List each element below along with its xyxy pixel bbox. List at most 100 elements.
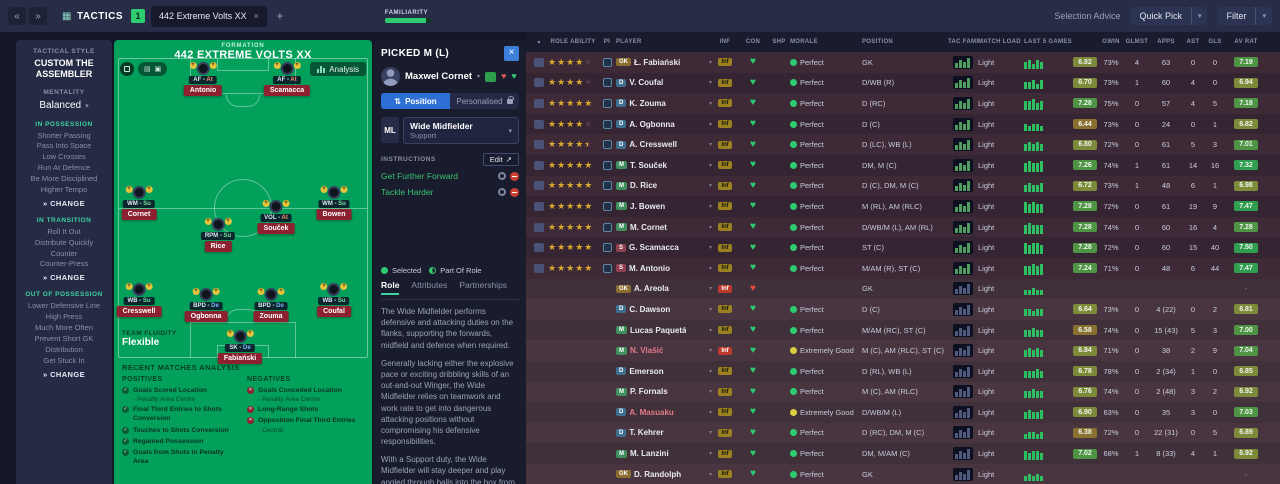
column-header[interactable]: PI — [603, 39, 611, 45]
chevron-down-icon[interactable]: ▾ — [708, 286, 712, 293]
filter-chevron-icon[interactable]: ▾ — [1255, 7, 1272, 25]
player-cell[interactable]: GK Ł. Fabiański ▾ — [616, 58, 712, 67]
info-badge[interactable]: Inf — [718, 58, 732, 67]
player-name[interactable]: D. Rice — [630, 181, 658, 191]
quick-pick-chevron-icon[interactable]: ▾ — [1190, 7, 1208, 25]
player-cell[interactable]: GK D. Randolph ▾ — [616, 470, 712, 479]
tab-tactics[interactable]: ▦ TACTICS — [62, 11, 123, 22]
swap-plus-icon[interactable]: + — [320, 283, 328, 290]
player-cell[interactable]: M Lucas Paquetá ▾ — [616, 326, 712, 335]
player-name[interactable]: T. Kehrer — [629, 428, 664, 438]
player-name[interactable]: J. Bowen — [630, 201, 666, 211]
table-row[interactable]: M P. Fornals ▾ Inf ♥ Perfect M (C), AM (RLC) Li… — [526, 381, 1280, 403]
pitch-player[interactable]: + + WB - Su Cresswell — [116, 283, 162, 317]
player-name[interactable]: M. Antonio — [629, 263, 671, 273]
info-badge[interactable]: Inf — [718, 202, 732, 211]
tab-attributes[interactable]: Attributes — [411, 280, 448, 290]
swap-plus-icon[interactable]: + — [189, 62, 197, 69]
edit-plus-icon[interactable]: + — [145, 283, 153, 290]
player-cell[interactable]: D Emerson ▾ — [616, 367, 712, 376]
kit-view-button[interactable] — [120, 62, 134, 76]
info-badge[interactable]: Inf — [718, 284, 732, 293]
player-cell[interactable]: D K. Zouma ▾ — [616, 99, 712, 108]
edit-plus-icon[interactable]: + — [209, 62, 217, 69]
pitch-player[interactable]: + + WM - Su Bowen — [316, 186, 352, 220]
remove-icon[interactable] — [510, 187, 519, 197]
player-cell[interactable]: M D. Rice ▾ — [616, 181, 712, 190]
player-cell[interactable]: M N. Vlašić ▾ — [616, 346, 712, 355]
player-name-pill[interactable]: Cornet — [121, 209, 157, 220]
pitch-player[interactable]: + + BPD - De Ogbonna — [184, 288, 228, 322]
chevron-down-icon[interactable]: ▾ — [708, 142, 712, 149]
info-badge[interactable]: Inf — [718, 305, 732, 314]
pitch-player[interactable]: + + SK - De Fabiański — [217, 330, 263, 364]
quick-pick-button[interactable]: Quick Pick ▾ — [1130, 7, 1208, 25]
chevron-down-icon[interactable]: ▾ — [708, 224, 712, 231]
swap-plus-icon[interactable]: + — [125, 186, 133, 193]
swap-plus-icon[interactable]: + — [204, 218, 212, 225]
edit-plus-icon[interactable]: + — [277, 288, 285, 295]
chevron-down-icon[interactable]: ▾ — [708, 100, 712, 107]
info-badge[interactable]: Inf — [718, 223, 732, 232]
column-header[interactable]: MORALE — [790, 39, 818, 45]
swap-plus-icon[interactable]: + — [257, 288, 265, 295]
edit-plus-icon[interactable]: + — [282, 200, 290, 207]
player-name-pill[interactable]: Scamacca — [263, 85, 311, 96]
edit-instructions-button[interactable]: Edit ↗ — [482, 153, 519, 166]
change-button[interactable]: » CHANGE — [43, 369, 85, 379]
chevron-down-icon[interactable]: ▾ — [708, 183, 712, 190]
chevron-down-icon[interactable]: ▾ — [708, 59, 712, 66]
column-header[interactable]: GWIN — [1102, 39, 1120, 45]
column-header[interactable]: GLS — [1208, 39, 1222, 45]
player-name[interactable]: M. Lanzini — [630, 449, 669, 459]
player-cell[interactable]: D C. Dawson ▾ — [616, 305, 712, 314]
chevron-down-icon[interactable]: ▾ — [708, 430, 712, 437]
column-header[interactable]: AST — [1186, 39, 1200, 45]
player-name-pill[interactable]: Cresswell — [116, 306, 162, 317]
column-header[interactable]: CON — [745, 39, 761, 45]
player-cell[interactable]: D A. Masuaku ▾ — [616, 408, 712, 417]
table-row[interactable]: D A. Masuaku ▾ Inf ♥ Extremely Good D/WB/M (L)… — [526, 402, 1280, 423]
forward-button[interactable]: » — [29, 7, 47, 25]
player-cell[interactable]: S G. Scamacca ▾ — [616, 243, 712, 252]
edit-plus-icon[interactable]: + — [224, 218, 232, 225]
player-name[interactable]: V. Coufal — [629, 78, 664, 88]
player-name-pill[interactable]: Antonio — [183, 85, 223, 96]
info-badge[interactable]: Inf — [718, 120, 732, 129]
table-row[interactable]: GK A. Areola ▾ Inf ♥ GK Light - — [526, 278, 1280, 300]
player-cell[interactable]: M M. Lanzini ▾ — [616, 449, 712, 458]
column-header[interactable]: TAC FAMI — [948, 39, 979, 45]
chevron-down-icon[interactable]: ▾ — [708, 471, 712, 478]
filter-button[interactable]: Filter ▾ — [1217, 7, 1272, 25]
chevron-down-icon[interactable]: ▾ — [708, 348, 712, 355]
chevron-down-icon[interactable]: ▾ — [708, 265, 712, 272]
player-name[interactable]: A. Areola — [634, 284, 669, 294]
chevron-down-icon[interactable]: ▾ — [708, 409, 712, 416]
table-row[interactable]: ★★★★★★★★★★ DV. Coufal ▾ Inf ♥ Perfect D/WB (R)… — [526, 72, 1280, 94]
swap-plus-icon[interactable]: + — [226, 330, 234, 337]
chevron-down-icon[interactable]: ▾ — [708, 306, 712, 313]
player-name[interactable]: A. Ogbonna — [629, 119, 675, 129]
selection-advice-button[interactable]: Selection Advice — [1054, 11, 1121, 21]
table-row[interactable]: D Emerson ▾ Inf ♥ Perfect D (RL), WB (L) Light 6… — [526, 360, 1280, 382]
table-row[interactable]: GK D. Randolph ▾ Inf ♥ Perfect GK Light - — [526, 463, 1280, 484]
info-badge[interactable]: Inf — [718, 140, 732, 149]
gear-icon[interactable] — [498, 188, 506, 196]
player-name[interactable]: K. Zouma — [629, 98, 666, 108]
player-name[interactable]: Ł. Fabiański — [634, 57, 681, 67]
player-cell[interactable]: M J. Bowen ▾ — [616, 202, 712, 211]
column-header[interactable]: GLMST — [1125, 39, 1149, 45]
info-badge[interactable]: Inf — [718, 470, 732, 479]
table-row[interactable]: ★★★★★ ★★★★★ M M. Cornet ▾ Inf ♥ Perfect D/WB/M (… — [526, 216, 1280, 238]
chevron-down-icon[interactable]: ▾ — [708, 368, 712, 375]
mentality-dropdown[interactable]: Balanced ▾ — [21, 100, 107, 111]
info-badge[interactable]: Inf — [718, 428, 732, 437]
pitch-player[interactable]: + + VOL - At Souček — [257, 200, 295, 234]
tab-partnerships[interactable]: Partnerships — [459, 280, 508, 290]
edit-plus-icon[interactable]: + — [340, 186, 348, 193]
table-row[interactable]: M N. Vlašić ▾ Inf ♥ Extremely Good M (C), AM (… — [526, 340, 1280, 361]
remove-icon[interactable] — [510, 171, 519, 181]
back-button[interactable]: « — [8, 7, 26, 25]
player-name[interactable]: A. Masuaku — [629, 407, 674, 417]
close-tactic-icon[interactable]: × — [253, 11, 259, 21]
